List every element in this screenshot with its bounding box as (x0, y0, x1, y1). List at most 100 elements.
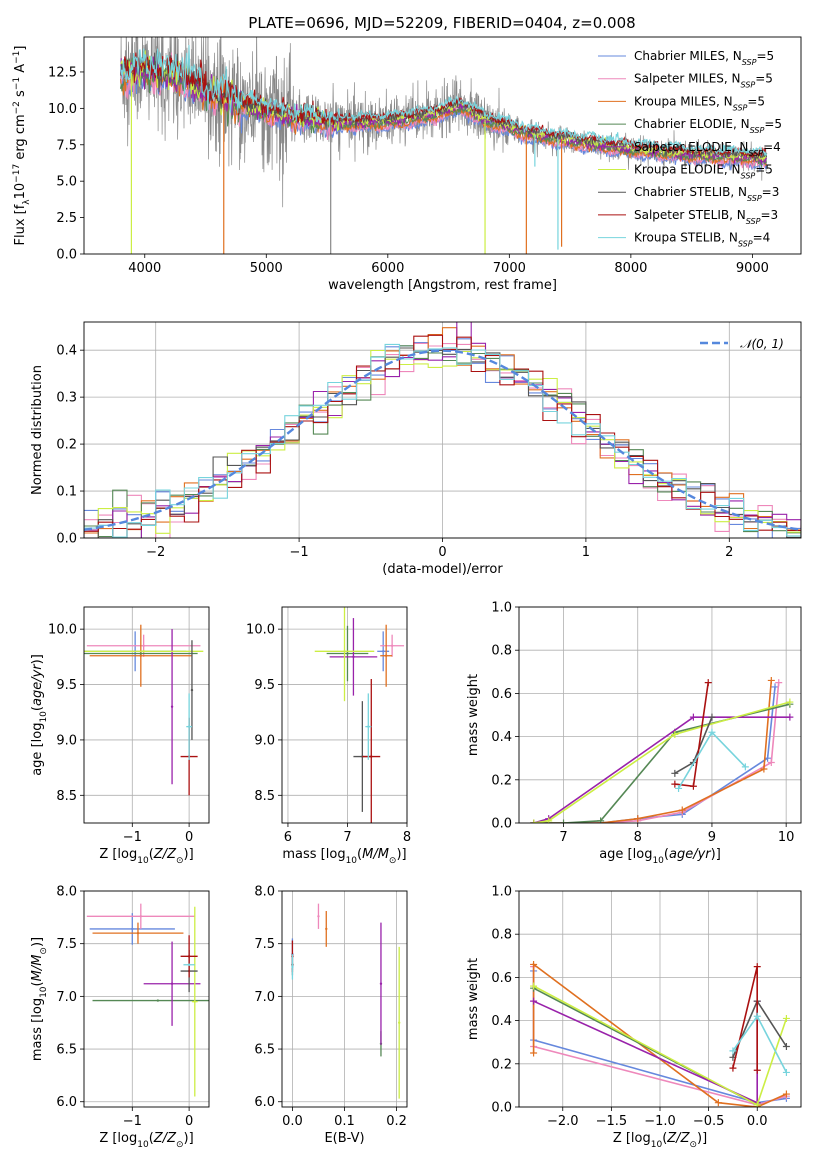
data-point (367, 725, 370, 728)
label-part: mass weight (466, 674, 481, 756)
plot-area (86, 903, 209, 1097)
plus-marker (741, 763, 749, 771)
legend-label: 𝒩(0, 1) (740, 337, 784, 351)
hist-legend: 𝒩(0, 1) (700, 337, 784, 351)
x-tick-label: 5000 (250, 261, 283, 276)
data-point (381, 650, 385, 653)
series-line (732, 966, 758, 1071)
plus-marker (753, 1066, 761, 1074)
label-part: −17 (12, 164, 22, 183)
label-part: age/yr (669, 847, 712, 862)
label-part: ⊙ (39, 947, 49, 955)
plus-marker (530, 960, 538, 968)
label-part: ( (664, 847, 669, 862)
legend-label-sub: SSP (742, 58, 757, 67)
legend-label-main: Kroupa MILES, N (634, 94, 733, 108)
x-axis-label: Z [log10(Z/Z⊙)] (613, 1131, 707, 1150)
label-part: M/M (30, 955, 45, 982)
panel-spectrum: 4000 5000 6000 7000 8000 9000 0.0 2.5 5.0 7.5 10.0… (12, 36, 802, 293)
y-tick-label: 7.0 (254, 990, 275, 1005)
label-part: 10 (137, 1140, 149, 1150)
label-part: E(B-V) (324, 1131, 364, 1146)
y-tick-label: 0.0 (491, 817, 512, 832)
legend-label-main: Chabrier MILES, N (634, 49, 742, 63)
plus-marker (753, 1101, 761, 1107)
x-tick-label: 7 (559, 830, 567, 845)
legend-label-tail: =4 (763, 140, 781, 154)
y-axis-label: Flux [fλ10−17 erg cm−2 s−1 A−1] (12, 46, 32, 246)
y-tick-label: 10.0 (48, 623, 77, 638)
plot-area (530, 676, 794, 823)
data-point (193, 1000, 196, 1003)
plot-area (530, 960, 790, 1107)
legend-label-main: Salpeter ELODIE, N (634, 140, 748, 154)
label-part: ( (357, 847, 362, 862)
plus-marker (671, 780, 679, 788)
y-tick-label: 0.0 (56, 248, 77, 263)
label-part: Z [log (99, 1131, 137, 1146)
plus-marker (729, 1047, 737, 1055)
plus-marker (530, 982, 538, 990)
legend-label: Chabrier STELIB, NSSP=3 (634, 185, 779, 203)
data-point (187, 725, 191, 728)
plus-marker (760, 765, 768, 773)
legend-label-tail: =3 (762, 185, 780, 199)
y-tick-label: 0.3 (56, 391, 77, 406)
data-point (142, 650, 145, 653)
data-point (390, 644, 394, 647)
y-tick-label: 7.5 (254, 937, 275, 952)
plus-marker (634, 815, 642, 823)
y-tick-label: 0.0 (491, 1101, 512, 1116)
y-axis-label: mass weight (466, 958, 481, 1040)
axes: −2.0 −1.5 −1.0 −0.5 0.0 0.0 0.2 0.4 0.6 0.8 1.0 Z [… (466, 885, 802, 1150)
data-point (136, 931, 140, 935)
axes: 0.0 0.1 0.2 6.0 6.5 7.0 7.5 8.0 E(B-V) (254, 885, 408, 1146)
y-tick-label: 0.4 (56, 344, 77, 359)
y-axis-label: mass weight (466, 674, 481, 756)
legend-label: Chabrier MILES, NSSP=5 (634, 49, 774, 67)
label-part: −1 (12, 51, 22, 64)
x-tick-label: 0.0 (282, 1114, 303, 1129)
label-part: Z/Z (666, 1131, 690, 1146)
x-axis-label: Z [log10(Z/Z⊙)] (99, 1131, 193, 1150)
label-part: ( (30, 706, 45, 711)
model-spectrum-line (120, 44, 767, 157)
label-part: 10 (137, 856, 149, 866)
y-tick-label: 6.5 (56, 1043, 77, 1058)
data-point (346, 652, 349, 655)
plot-area (314, 607, 405, 823)
plus-marker (675, 784, 683, 792)
y-tick-label: 8.5 (56, 789, 77, 804)
y-tick-label: 0.1 (56, 485, 77, 500)
y-tick-label: 0.6 (491, 971, 512, 986)
label-part: (data-model)/error (382, 562, 503, 577)
x-tick-label: −2 (146, 545, 165, 560)
x-tick-label: 8000 (614, 261, 647, 276)
label-part: )] (30, 937, 45, 947)
axes: −2 −1 0 1 2 0.0 0.1 0.2 0.3 0.4 𝒩(0, 1) (data-model… (30, 321, 802, 577)
data-point (131, 927, 134, 931)
figure-title: PLATE=0696, MJD=52209, FIBERID=0404, z=0… (248, 14, 635, 32)
x-axis-label: Z [log10(Z/Z⊙)] (99, 847, 193, 866)
axes: 6 7 8 8.5 9.0 9.5 10.0 mass [log10(M/M⊙)] (246, 606, 411, 866)
label-part: ⊙ (689, 1140, 697, 1150)
y-tick-label: 12.5 (48, 65, 77, 80)
plus-marker (782, 1090, 790, 1098)
legend-label-main: Chabrier ELODIE, N (634, 117, 750, 131)
legend-label-tail: =5 (755, 163, 773, 177)
x-tick-label: 7000 (493, 261, 526, 276)
axes-frame (83, 606, 210, 824)
legend-label: Salpeter ELODIE, NSSP=4 (634, 140, 781, 158)
label-part: Z/Z (153, 1131, 177, 1146)
label-part: A (13, 64, 28, 77)
plus-marker (775, 679, 783, 687)
y-tick-label: 8.0 (56, 885, 77, 900)
label-part: )] (184, 847, 194, 862)
label-part: 10 (652, 856, 664, 866)
y-tick-label: 6.0 (254, 1095, 275, 1110)
gaussian-curve (84, 349, 801, 531)
label-part: mass [log (282, 847, 345, 862)
label-part: ] (13, 46, 28, 51)
plus-marker (678, 806, 686, 814)
